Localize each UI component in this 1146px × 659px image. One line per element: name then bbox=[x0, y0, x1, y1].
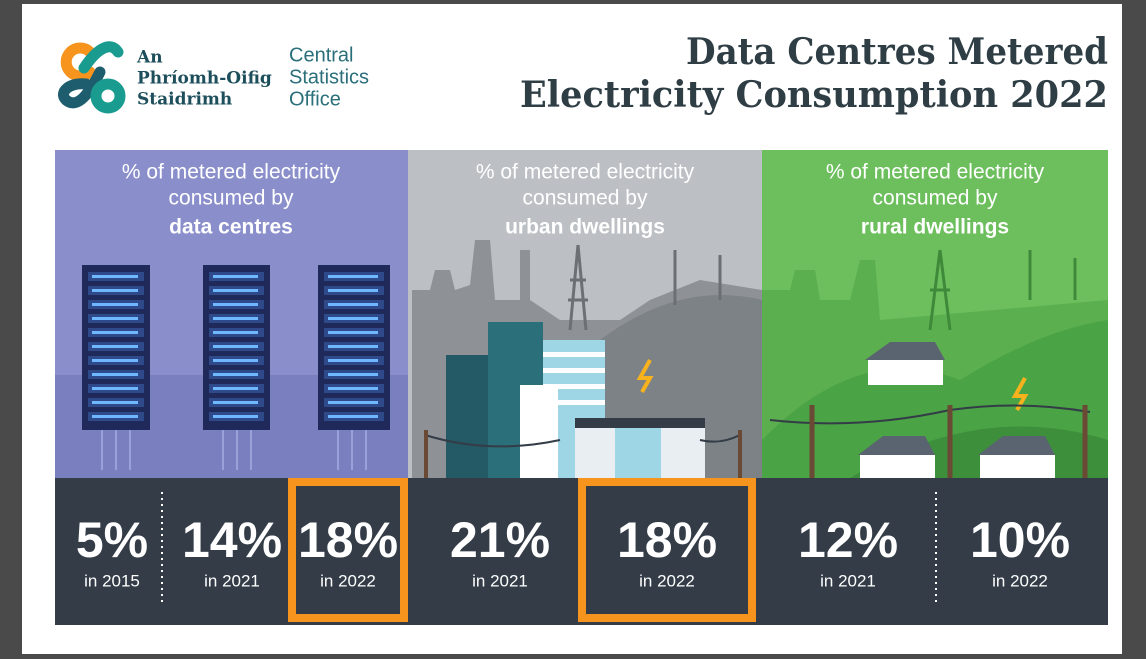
stat-value: 18% bbox=[298, 512, 398, 568]
rack-light bbox=[92, 359, 138, 362]
rack-light bbox=[213, 289, 258, 292]
logo-text: Phríomh-Oifig bbox=[137, 69, 272, 89]
title: Data Centres Metered bbox=[686, 31, 1108, 73]
stat-year: in 2021 bbox=[204, 571, 260, 590]
rack-light bbox=[213, 359, 258, 362]
rack-light bbox=[328, 289, 378, 292]
stat-value: 21% bbox=[450, 512, 550, 568]
highlight-box bbox=[288, 478, 408, 622]
rack-light bbox=[213, 373, 258, 376]
panel-caption: % of metered electricity bbox=[476, 161, 695, 184]
rack-light bbox=[213, 275, 258, 278]
city-scene bbox=[412, 240, 762, 478]
rack-light bbox=[328, 401, 378, 404]
rack-light bbox=[213, 317, 258, 320]
rack-light bbox=[213, 345, 258, 348]
stat-value: 12% bbox=[798, 512, 898, 568]
rack-light bbox=[92, 289, 138, 292]
panel-subject: urban dwellings bbox=[505, 216, 665, 239]
rack-light bbox=[328, 275, 378, 278]
title: Electricity Consumption 2022 bbox=[520, 74, 1108, 116]
logo-text: Staidrimh bbox=[137, 90, 232, 110]
logo-text: Statistics bbox=[289, 66, 369, 88]
stat-year: in 2021 bbox=[472, 571, 528, 590]
rack-light bbox=[92, 303, 138, 306]
rack-light bbox=[213, 303, 258, 306]
cables bbox=[101, 430, 131, 470]
stat-value: 18% bbox=[617, 512, 717, 568]
server-racks bbox=[82, 265, 390, 470]
logo-text: Office bbox=[289, 88, 341, 110]
rack-light bbox=[92, 401, 138, 404]
panel-caption: % of metered electricity bbox=[122, 161, 341, 184]
rack-light bbox=[213, 331, 258, 334]
stat-year: in 2022 bbox=[992, 571, 1048, 590]
panel-caption: % of metered electricity bbox=[826, 161, 1045, 184]
rack-light bbox=[328, 303, 378, 306]
stat-year: in 2022 bbox=[320, 571, 376, 590]
stat-year: in 2015 bbox=[84, 571, 140, 590]
stat-value: 5% bbox=[76, 512, 148, 568]
rural-scene bbox=[762, 249, 1108, 478]
cables bbox=[222, 430, 252, 470]
panel-caption: consumed by bbox=[523, 187, 648, 210]
rack-light bbox=[92, 331, 138, 334]
stat-year: in 2021 bbox=[820, 571, 876, 590]
rack-light bbox=[92, 373, 138, 376]
rack-light bbox=[328, 359, 378, 362]
rack-light bbox=[92, 415, 138, 418]
cables bbox=[337, 430, 367, 470]
rack-light bbox=[328, 345, 378, 348]
rack-light bbox=[92, 317, 138, 320]
rack-light bbox=[328, 387, 378, 390]
rack-light bbox=[328, 317, 378, 320]
highlight-box bbox=[578, 478, 756, 622]
stat-year: in 2022 bbox=[639, 571, 695, 590]
rack-light bbox=[92, 275, 138, 278]
stat-value: 14% bbox=[182, 512, 282, 568]
rack-light bbox=[328, 373, 378, 376]
rack-light bbox=[92, 345, 138, 348]
logo-mark bbox=[58, 41, 126, 114]
rack-light bbox=[92, 387, 138, 390]
rack-light bbox=[213, 401, 258, 404]
panel-caption: consumed by bbox=[873, 187, 998, 210]
rack-light bbox=[328, 331, 378, 334]
logo-text: An bbox=[136, 48, 163, 68]
logo-text: Central bbox=[289, 44, 353, 66]
panel-subject: rural dwellings bbox=[861, 216, 1009, 239]
rack-light bbox=[328, 415, 378, 418]
rack-light bbox=[213, 387, 258, 390]
panel-caption: consumed by bbox=[169, 187, 294, 210]
panel-subject: data centres bbox=[169, 216, 293, 239]
rack-light bbox=[213, 415, 258, 418]
stat-value: 10% bbox=[970, 512, 1070, 568]
